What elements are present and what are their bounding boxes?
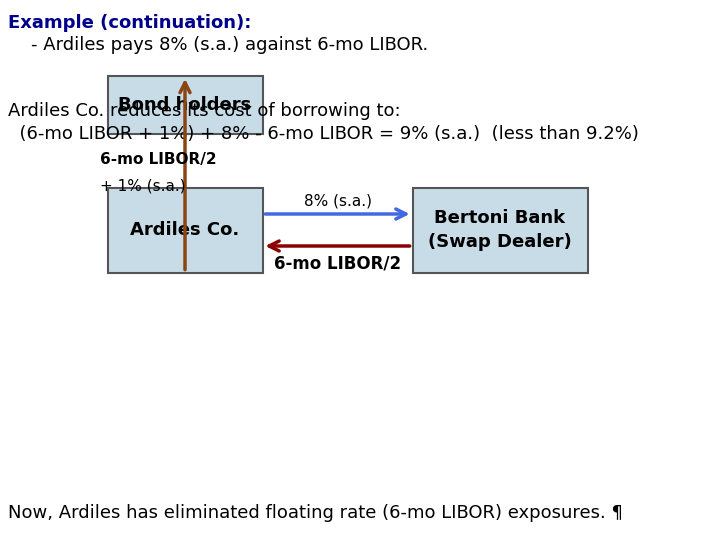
Bar [107, 76, 263, 134]
Text: (6-mo LIBOR + 1%) + 8% - 6-mo LIBOR = 9% (s.a.)  (less than 9.2%): (6-mo LIBOR + 1%) + 8% - 6-mo LIBOR = 9%… [8, 125, 639, 143]
Text: 6-mo LIBOR/2: 6-mo LIBOR/2 [99, 152, 216, 167]
Text: Bond holders: Bond holders [118, 96, 251, 114]
Text: - Ardiles pays 8% (s.a.) against 6-mo LIBOR.: - Ardiles pays 8% (s.a.) against 6-mo LI… [8, 36, 428, 54]
Text: 6-mo LIBOR/2: 6-mo LIBOR/2 [274, 254, 401, 272]
Text: Now, Ardiles has eliminated floating rate (6-mo LIBOR) exposures. ¶: Now, Ardiles has eliminated floating rat… [8, 504, 623, 522]
Text: Example (continuation):: Example (continuation): [8, 14, 251, 32]
Text: Ardiles Co.: Ardiles Co. [130, 221, 240, 239]
Text: Bertoni Bank
(Swap Dealer): Bertoni Bank (Swap Dealer) [428, 209, 572, 251]
Text: 8% (s.a.): 8% (s.a.) [304, 193, 372, 208]
Bar [107, 187, 263, 273]
Text: Ardiles Co. reduces its cost of borrowing to:: Ardiles Co. reduces its cost of borrowin… [8, 102, 400, 120]
Text: + 1% (s.a.): + 1% (s.a.) [99, 179, 185, 194]
Bar [413, 187, 588, 273]
